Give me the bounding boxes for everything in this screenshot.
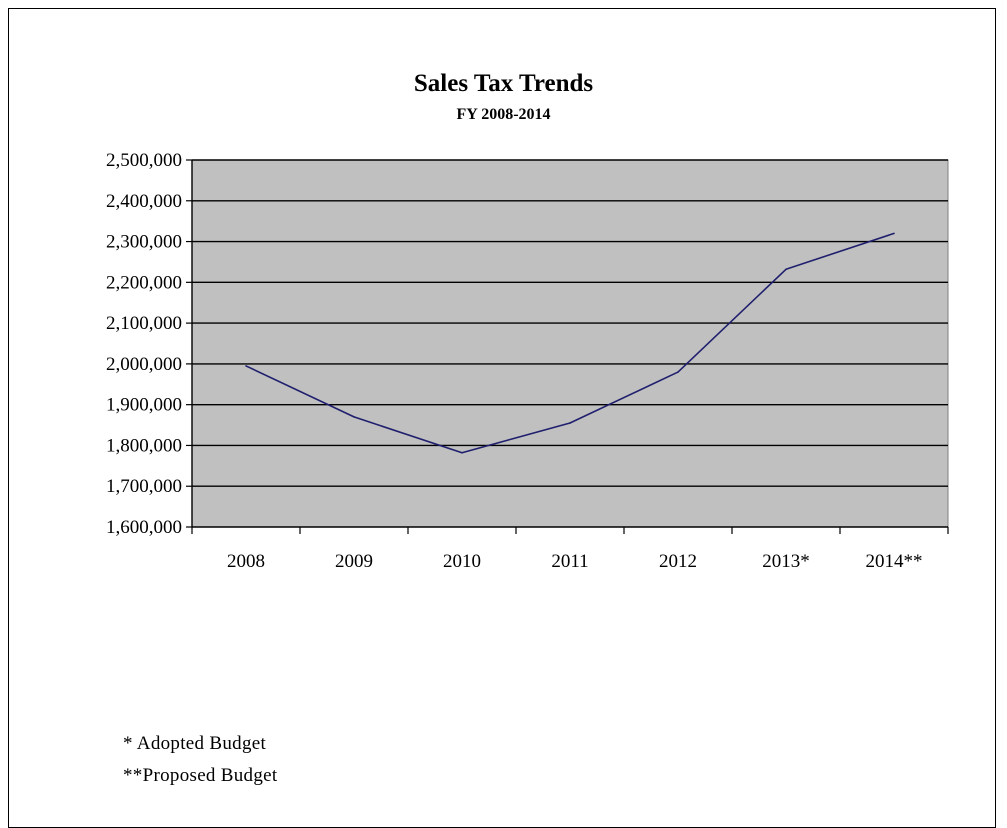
data-point [245,365,247,367]
data-point [677,371,679,373]
footnote-proposed-budget: **Proposed Budget [123,765,278,786]
y-tick-label: 2,000,000 [106,354,182,375]
data-point [785,268,787,271]
y-tick-label: 1,800,000 [106,435,182,456]
chart-subtitle: FY 2008-2014 [456,106,551,123]
y-tick-label: 2,500,000 [106,150,182,171]
x-tick-label: 2010 [443,551,481,572]
data-point [353,416,355,418]
data-point [893,232,895,235]
footnote-adopted-budget: * Adopted Budget [123,733,267,754]
x-tick-label: 2009 [335,551,373,572]
y-tick-label: 2,400,000 [106,191,182,212]
data-point [461,451,463,454]
y-tick-label: 1,700,000 [106,476,182,497]
chart-title: Sales Tax Trends [413,70,594,97]
x-tick-label: 2013* [762,551,810,572]
x-tick-label: 2011 [551,551,588,572]
data-point [569,422,571,424]
x-tick-label: 2008 [227,551,265,572]
y-tick-label: 2,200,000 [106,272,182,293]
x-tick-label: 2014** [866,551,923,572]
y-tick-label: 1,900,000 [106,395,182,416]
plot-area [191,159,949,528]
y-tick-label: 2,300,000 [106,232,182,253]
y-tick-label: 1,600,000 [106,517,182,538]
y-tick-label: 2,100,000 [106,313,182,334]
x-tick-label: 2012 [659,551,697,572]
